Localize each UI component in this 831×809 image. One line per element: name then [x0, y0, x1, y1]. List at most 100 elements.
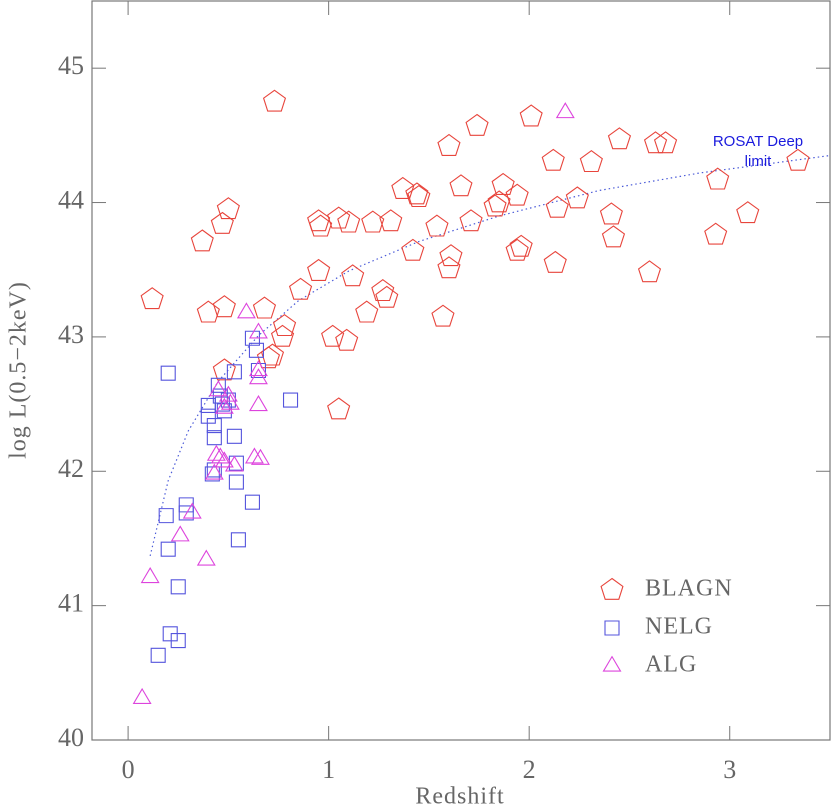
point	[288, 277, 313, 300]
point	[218, 385, 238, 402]
point	[200, 408, 216, 424]
legend-label: NELG	[645, 614, 713, 640]
point	[190, 229, 214, 252]
point	[459, 209, 483, 232]
point	[250, 448, 270, 465]
point	[170, 525, 190, 542]
point	[170, 579, 186, 595]
point	[643, 131, 668, 154]
point	[260, 343, 285, 366]
y-tick-label: 41	[58, 589, 84, 618]
point	[262, 89, 287, 112]
point	[379, 209, 403, 232]
point	[449, 174, 473, 197]
x-tick-label: 3	[723, 755, 736, 784]
point	[439, 244, 463, 267]
point	[206, 430, 222, 446]
point	[327, 206, 351, 229]
point	[252, 296, 277, 319]
point	[132, 687, 152, 704]
point	[437, 256, 461, 279]
point	[483, 194, 507, 217]
point	[505, 238, 529, 261]
point	[601, 225, 626, 248]
y-tick-label: 44	[58, 186, 84, 215]
point	[214, 451, 234, 468]
point	[391, 176, 415, 199]
point	[248, 395, 268, 412]
point	[208, 380, 228, 397]
point	[170, 633, 186, 649]
point	[158, 508, 174, 524]
point	[653, 131, 678, 154]
point	[335, 328, 359, 351]
point	[786, 148, 810, 171]
point	[248, 368, 268, 385]
point	[270, 324, 295, 347]
point	[228, 474, 244, 490]
point	[212, 295, 236, 318]
curve-annotation: ROSAT Deep	[713, 133, 803, 150]
point	[224, 455, 244, 472]
point	[256, 346, 281, 369]
point	[206, 444, 226, 461]
point	[355, 300, 379, 323]
point	[579, 150, 603, 173]
point	[405, 182, 429, 205]
point	[196, 549, 216, 566]
point	[607, 127, 632, 150]
point	[216, 197, 240, 220]
point	[706, 167, 730, 190]
y-tick-label: 43	[58, 320, 84, 349]
x-tick-label: 0	[122, 755, 135, 784]
point	[150, 647, 166, 663]
point	[244, 447, 264, 464]
point	[555, 102, 575, 119]
point	[214, 397, 234, 414]
point	[431, 304, 455, 327]
point	[140, 566, 160, 584]
x-tick-label: 2	[523, 755, 536, 784]
point	[425, 214, 449, 237]
point	[704, 222, 728, 245]
point	[248, 360, 268, 377]
legend-label: BLAGN	[645, 576, 733, 602]
point	[327, 397, 351, 420]
point	[465, 113, 489, 136]
point	[248, 342, 264, 358]
legend-label: ALG	[645, 652, 697, 678]
point	[437, 133, 461, 156]
legend-marker	[600, 577, 624, 600]
point	[204, 466, 220, 482]
y-tick-label: 40	[58, 723, 84, 752]
curve-annotation: limit	[745, 153, 772, 170]
point	[210, 447, 230, 464]
point	[220, 392, 236, 408]
point	[541, 148, 565, 171]
point	[736, 201, 760, 224]
point	[565, 186, 589, 209]
point	[230, 532, 246, 548]
point	[307, 258, 331, 281]
point	[321, 324, 345, 347]
point	[361, 210, 385, 233]
point	[226, 428, 242, 444]
point	[236, 302, 256, 319]
point	[375, 285, 399, 308]
point	[371, 279, 395, 302]
point	[220, 393, 240, 410]
point	[160, 365, 176, 381]
point	[212, 358, 236, 381]
point	[140, 287, 164, 310]
point	[637, 260, 662, 283]
point	[272, 314, 297, 337]
point	[341, 264, 365, 287]
plot-frame	[91, 0, 831, 741]
point	[178, 505, 194, 521]
point	[545, 195, 569, 218]
point	[244, 330, 260, 346]
point	[210, 211, 234, 234]
y-tick-label: 42	[58, 454, 84, 483]
point	[204, 463, 224, 480]
